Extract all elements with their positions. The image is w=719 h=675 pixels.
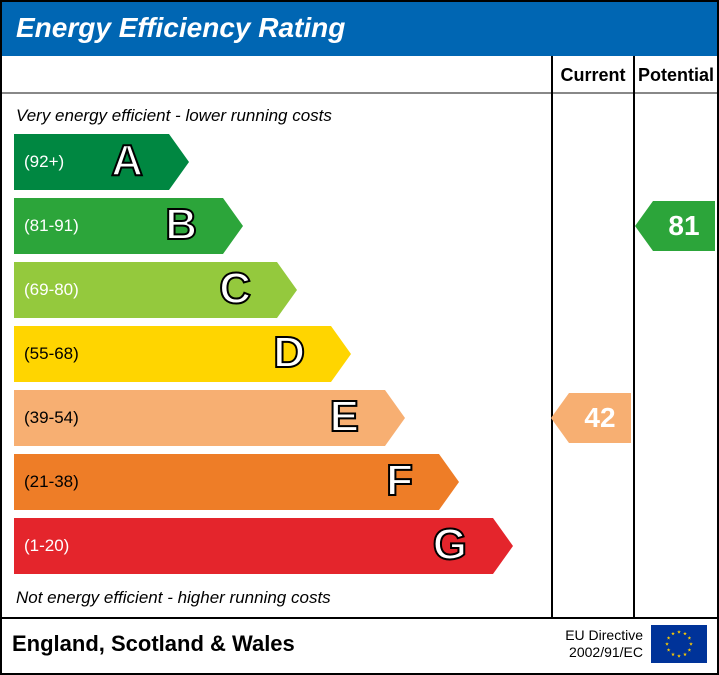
band-letter: C <box>219 264 251 314</box>
current-value: 42 <box>584 402 615 433</box>
band-range: (69-80) <box>14 280 79 300</box>
current-header: Current <box>553 56 633 94</box>
eu-star-icon <box>665 642 669 646</box>
bottom-note: Not energy efficient - higher running co… <box>14 582 551 616</box>
directive-line2: 2002/91/EC <box>565 644 643 661</box>
band-range: (21-38) <box>14 472 79 492</box>
eu-star-icon <box>687 648 691 652</box>
band-letter: D <box>273 328 305 378</box>
eu-star-icon <box>667 636 671 640</box>
footer-region: England, Scotland & Wales <box>12 631 295 657</box>
band-a: (92+) A <box>14 134 169 190</box>
chart-body: Very energy efficient - lower running co… <box>2 56 717 619</box>
band-range: (92+) <box>14 152 64 172</box>
current-column: Current 42 <box>553 56 635 617</box>
bands-container: Very energy efficient - lower running co… <box>2 94 551 620</box>
band-b: (81-91) B <box>14 198 223 254</box>
footer: England, Scotland & Wales EU Directive 2… <box>2 619 717 669</box>
top-note: Very energy efficient - lower running co… <box>14 102 551 134</box>
epc-chart: Energy Efficiency Rating Very energy eff… <box>0 0 719 675</box>
band-range: (55-68) <box>14 344 79 364</box>
current-pointer: 42 <box>569 393 631 443</box>
eu-star-icon <box>689 642 693 646</box>
band-letter: G <box>433 520 467 570</box>
band-d: (55-68) D <box>14 326 331 382</box>
eu-star-icon <box>677 654 681 658</box>
potential-column: Potential 81 <box>635 56 717 617</box>
band-range: (1-20) <box>14 536 69 556</box>
footer-right: EU Directive 2002/91/EC <box>565 625 707 663</box>
band-range: (39-54) <box>14 408 79 428</box>
potential-value: 81 <box>668 210 699 241</box>
band-g: (1-20) G <box>14 518 493 574</box>
eu-star-icon <box>667 648 671 652</box>
band-range: (81-91) <box>14 216 79 236</box>
eu-star-icon <box>677 630 681 634</box>
potential-pointer: 81 <box>653 201 715 251</box>
band-letter: A <box>111 136 143 186</box>
band-e: (39-54) E <box>14 390 385 446</box>
directive-line1: EU Directive <box>565 627 643 644</box>
band-letter: F <box>386 456 413 506</box>
scale-head-blank <box>2 56 551 94</box>
scale-area: Very energy efficient - lower running co… <box>2 56 553 617</box>
eu-star-icon <box>671 652 675 656</box>
band-letter: E <box>330 392 359 442</box>
band-letter: B <box>165 200 197 250</box>
eu-star-icon <box>683 632 687 636</box>
eu-star-icon <box>687 636 691 640</box>
band-f: (21-38) F <box>14 454 439 510</box>
eu-directive: EU Directive 2002/91/EC <box>565 627 643 661</box>
potential-header: Potential <box>635 56 717 94</box>
eu-star-icon <box>683 652 687 656</box>
chart-title: Energy Efficiency Rating <box>2 2 717 56</box>
eu-flag-icon <box>651 625 707 663</box>
band-c: (69-80) C <box>14 262 277 318</box>
eu-star-icon <box>671 632 675 636</box>
